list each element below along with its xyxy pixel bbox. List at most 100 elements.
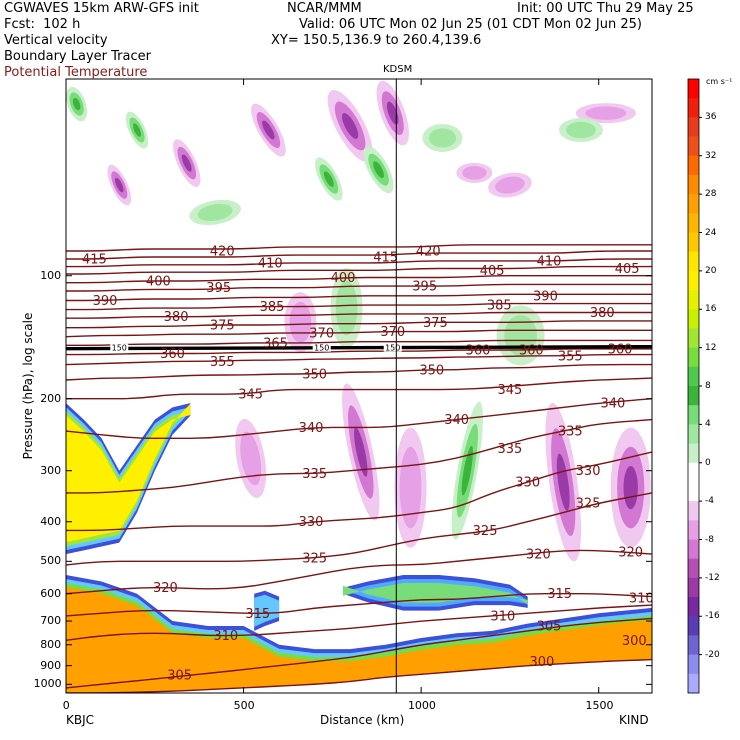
- isentrope-300: [66, 658, 652, 693]
- isentrope-375: [66, 320, 652, 329]
- isentrope-380: [66, 311, 652, 319]
- colorbar-tick-label: -4: [705, 496, 714, 507]
- isentrope-325: [66, 492, 652, 566]
- colorbar-tick-label: 0: [705, 457, 711, 468]
- colorbar-tick-label: 28: [705, 189, 717, 200]
- isentrope-405: [66, 265, 652, 275]
- colorbar-tick-label: 32: [705, 150, 717, 161]
- isentrope-330: [66, 451, 652, 532]
- w-feature-down: [386, 101, 399, 125]
- isentrope-label: 385: [260, 300, 285, 315]
- isentrope-label: 360: [160, 347, 185, 362]
- colorbar-swatch: [688, 635, 699, 655]
- forecast-hour: Fcst: 102 h: [4, 17, 81, 32]
- w-feature-up: [323, 171, 334, 187]
- isentrope-label: 305: [537, 620, 562, 635]
- colorbar-swatch: [688, 673, 699, 694]
- valid-time: Valid: 06 UTC Mon 02 Jun 25 (01 CDT Mon …: [299, 17, 642, 32]
- x-tick-label: 1500: [585, 699, 614, 712]
- contour-labels: 415 420 410 415 420 400 395 400 395 405 410 405 390 3…: [82, 245, 652, 684]
- colorbar-swatch: [688, 654, 699, 675]
- tropopause-label: 150: [314, 344, 329, 353]
- isentrope-label: 405: [480, 264, 505, 279]
- colorbar-swatch: [688, 424, 699, 444]
- isentrope-label: 340: [601, 397, 626, 412]
- colorbar-swatch: [688, 270, 699, 291]
- w-feature-weakdown: [462, 166, 487, 180]
- vertical-velocity-shading: [66, 80, 651, 562]
- isentrope-370: [66, 329, 652, 338]
- boundary-layer-tracer-shading: [66, 403, 652, 693]
- isentrope-label: 330: [576, 464, 601, 479]
- plot-frame: [65, 78, 653, 694]
- isentrope-400: [66, 275, 652, 284]
- colorbar-swatch: [688, 79, 699, 99]
- isentrope-label: 405: [615, 262, 640, 277]
- colorbar-tick-label: 24: [705, 227, 717, 238]
- isentrope-label: 335: [302, 467, 327, 482]
- isentrope-label: 390: [93, 294, 118, 309]
- isentrope-365: [66, 339, 652, 347]
- y-tick-label: 400: [40, 514, 62, 528]
- w-feature-up: [461, 445, 473, 496]
- isentrope-label: 325: [473, 524, 498, 539]
- isentrope-label: 315: [547, 587, 572, 602]
- isentrope-label: 420: [210, 245, 235, 260]
- x-axis-title: Distance (km): [320, 713, 405, 727]
- w-feature-down: [181, 154, 192, 172]
- isentrope-label: 365: [263, 336, 288, 351]
- isentrope-label: 350: [419, 363, 444, 378]
- colorbar-tick-label: 16: [705, 304, 717, 315]
- tropopause-label-bg: [383, 343, 402, 352]
- w-feature-down: [262, 120, 275, 140]
- tracer-region: [66, 587, 652, 693]
- w-feature-up: [133, 123, 142, 137]
- isentrope-label: 355: [210, 355, 235, 370]
- y-tick-label: 300: [40, 463, 62, 477]
- colorbar-tick-label: 8: [705, 381, 711, 391]
- isentrope-label: 345: [498, 383, 523, 398]
- isentrope-315: [66, 593, 652, 617]
- w-feature-weakup: [335, 280, 358, 336]
- colorbar-swatch: [688, 117, 699, 137]
- w-feature-weakup: [428, 128, 457, 148]
- colorbar-swatch: [688, 443, 699, 464]
- isentrope-label: 330: [515, 476, 540, 491]
- init-time: Init: 00 UTC Thu 29 May 25: [517, 1, 694, 16]
- isentrope-label: 380: [164, 310, 189, 325]
- x-tick-label: 0: [62, 699, 70, 712]
- colorbar-swatch: [688, 366, 699, 387]
- tracer-region: [343, 583, 528, 605]
- isentrope-label: 410: [537, 254, 562, 269]
- w-feature-down: [115, 177, 124, 193]
- isentrope-label: 415: [82, 253, 107, 268]
- colorbar-units: cm s⁻¹: [706, 77, 733, 86]
- cross-section-endpoints: XY= 150.5,136.9 to 260.4,139.6: [271, 33, 482, 48]
- colorbar-tick-label: -20: [705, 649, 720, 660]
- colorbar-swatch: [688, 251, 699, 272]
- w-feature-down: [342, 113, 359, 139]
- y-axis-title: Pressure (hPa), log scale: [21, 312, 35, 460]
- colorbar-swatch: [688, 501, 699, 521]
- isentrope-label: 335: [498, 442, 523, 457]
- isentrope-label: 395: [412, 280, 437, 295]
- colorbar-swatch: [688, 462, 699, 483]
- isentrope-label: 310: [490, 609, 515, 624]
- isentrope-label: 315: [245, 607, 270, 622]
- w-feature-weakup: [566, 121, 596, 139]
- isentrope-335: [66, 418, 652, 494]
- w-feature-weakdown: [399, 446, 422, 529]
- isentrope-360: [66, 348, 652, 356]
- colorbar-swatch: [688, 136, 699, 157]
- isentrope-label: 395: [206, 281, 231, 296]
- isentrope-415: [66, 250, 652, 260]
- tracer-region: [254, 594, 280, 627]
- x-tick-label: 500: [233, 699, 255, 712]
- tropopause-line: [66, 344, 652, 351]
- colorbar-swatch: [688, 232, 699, 252]
- tropopause-label: 150: [112, 344, 127, 353]
- colorbar-swatch: [688, 309, 699, 329]
- colorbar-swatch: [688, 386, 699, 406]
- isentrope-label: 400: [146, 274, 171, 289]
- model-title: CGWAVES 15km ARW-GFS init: [4, 1, 199, 16]
